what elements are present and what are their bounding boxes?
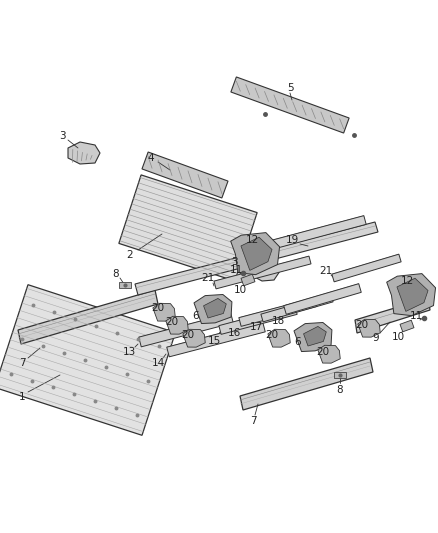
Text: 20: 20 <box>356 320 368 330</box>
Polygon shape <box>231 232 279 274</box>
Polygon shape <box>68 142 100 164</box>
Polygon shape <box>183 329 205 347</box>
Polygon shape <box>355 298 430 333</box>
Text: 3: 3 <box>59 131 65 141</box>
Polygon shape <box>18 290 158 344</box>
Polygon shape <box>294 322 332 352</box>
Text: 6: 6 <box>193 311 199 321</box>
Text: 20: 20 <box>265 330 279 340</box>
Polygon shape <box>0 285 175 435</box>
Text: 6: 6 <box>295 337 301 347</box>
Polygon shape <box>204 298 226 318</box>
Polygon shape <box>334 372 346 378</box>
Polygon shape <box>139 313 233 347</box>
Polygon shape <box>214 256 311 289</box>
Polygon shape <box>332 254 401 282</box>
Polygon shape <box>241 274 255 286</box>
Text: 19: 19 <box>286 235 299 245</box>
Text: 8: 8 <box>113 269 119 279</box>
Text: 16: 16 <box>227 328 240 338</box>
Text: 8: 8 <box>337 385 343 395</box>
Text: 2: 2 <box>127 250 133 260</box>
Text: 9: 9 <box>373 333 379 343</box>
Polygon shape <box>358 319 380 337</box>
Polygon shape <box>219 305 297 334</box>
Text: 3: 3 <box>231 257 237 267</box>
Polygon shape <box>153 303 175 321</box>
Polygon shape <box>194 295 232 324</box>
Polygon shape <box>261 294 333 322</box>
Text: 12: 12 <box>245 235 258 245</box>
Text: 13: 13 <box>122 347 136 357</box>
Polygon shape <box>135 222 378 295</box>
Text: 20: 20 <box>166 317 179 327</box>
Text: 7: 7 <box>19 358 25 368</box>
Polygon shape <box>240 358 373 410</box>
Text: 10: 10 <box>233 285 247 295</box>
Text: 17: 17 <box>249 322 263 332</box>
Text: 7: 7 <box>250 416 256 426</box>
Text: 11: 11 <box>410 311 423 321</box>
Text: 15: 15 <box>207 336 221 346</box>
Polygon shape <box>387 273 435 316</box>
Polygon shape <box>142 152 228 198</box>
Polygon shape <box>248 260 280 281</box>
Text: 10: 10 <box>392 332 405 342</box>
Polygon shape <box>241 237 272 270</box>
Polygon shape <box>397 278 428 311</box>
Polygon shape <box>318 345 340 363</box>
Text: 14: 14 <box>152 358 165 368</box>
Polygon shape <box>284 284 361 314</box>
Polygon shape <box>304 326 326 346</box>
Polygon shape <box>268 329 290 347</box>
Text: 21: 21 <box>319 266 332 276</box>
Text: 20: 20 <box>181 330 194 340</box>
Polygon shape <box>231 77 349 133</box>
Text: 20: 20 <box>316 347 329 357</box>
Polygon shape <box>119 282 131 288</box>
Text: 21: 21 <box>201 273 215 283</box>
Polygon shape <box>259 216 366 252</box>
Polygon shape <box>119 175 257 281</box>
Text: 11: 11 <box>230 265 243 275</box>
Polygon shape <box>400 320 414 332</box>
Polygon shape <box>166 316 188 334</box>
Text: 5: 5 <box>287 83 293 93</box>
Polygon shape <box>167 322 265 357</box>
Polygon shape <box>239 297 317 326</box>
Text: 12: 12 <box>400 276 413 286</box>
Text: 20: 20 <box>152 303 165 313</box>
Text: 18: 18 <box>272 316 285 326</box>
Text: 4: 4 <box>148 153 154 163</box>
Text: 1: 1 <box>19 392 25 402</box>
